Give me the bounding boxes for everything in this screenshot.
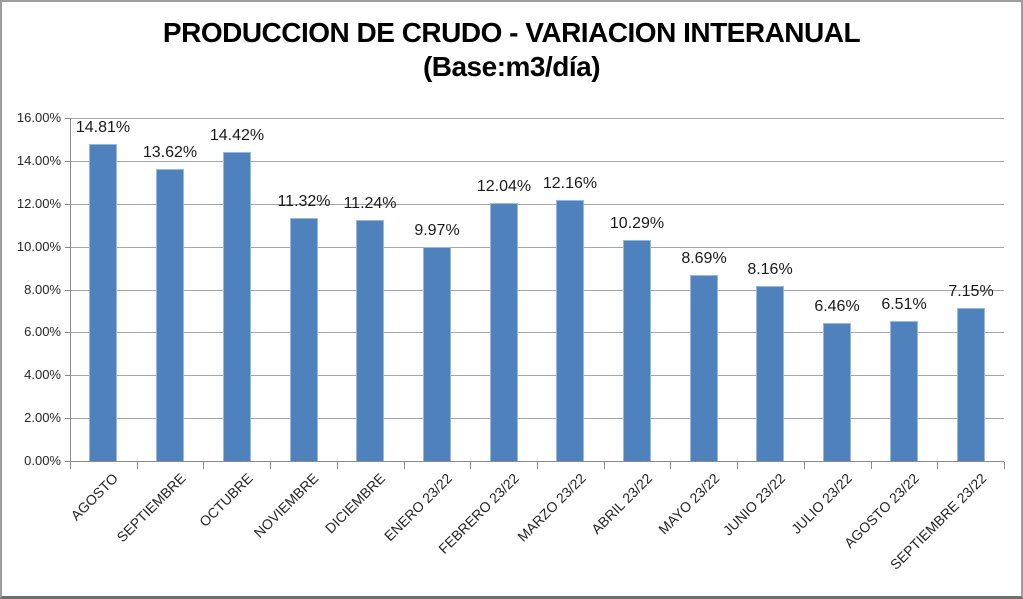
y-axis-tick bbox=[65, 161, 70, 162]
y-axis-label: 6.00% bbox=[24, 324, 61, 339]
y-axis-label: 14.00% bbox=[16, 153, 61, 168]
x-axis-tick bbox=[203, 462, 204, 469]
y-axis-tick bbox=[65, 461, 70, 462]
y-axis-tick bbox=[65, 204, 70, 205]
bar bbox=[490, 203, 518, 461]
chart-title-line2: (Base:m3/día) bbox=[422, 51, 601, 82]
x-axis-tick bbox=[871, 462, 872, 469]
y-axis-label: 2.00% bbox=[24, 410, 61, 425]
y-axis-label: 8.00% bbox=[24, 282, 61, 297]
y-axis-tick bbox=[65, 375, 70, 376]
bar bbox=[556, 200, 584, 461]
x-axis-category-label: ABRIL 23/22 bbox=[588, 470, 656, 538]
y-axis-label: 0.00% bbox=[24, 453, 61, 468]
x-axis-tick bbox=[470, 462, 471, 469]
x-axis-tick bbox=[737, 462, 738, 469]
y-axis-tick bbox=[65, 418, 70, 419]
bar bbox=[823, 323, 851, 461]
bar-data-label: 7.15% bbox=[948, 283, 994, 300]
x-axis-tick bbox=[270, 462, 271, 469]
gridline bbox=[70, 204, 1004, 205]
x-axis-line bbox=[70, 461, 1004, 462]
y-axis-tick bbox=[65, 290, 70, 291]
x-axis-tick bbox=[670, 462, 671, 469]
y-axis-label: 4.00% bbox=[24, 367, 61, 382]
x-axis-tick bbox=[337, 462, 338, 469]
bar bbox=[756, 286, 784, 461]
bar bbox=[890, 321, 918, 461]
bar bbox=[423, 247, 451, 461]
y-axis-line bbox=[70, 118, 71, 462]
bar-data-label: 14.81% bbox=[75, 119, 131, 136]
x-axis-category-label: NOVIEMBRE bbox=[250, 470, 322, 541]
bar-data-label: 12.16% bbox=[542, 175, 598, 192]
x-axis-category-label: AGOSTO bbox=[67, 470, 122, 524]
bar bbox=[89, 144, 117, 461]
x-axis-tick bbox=[70, 462, 71, 469]
x-axis-category-label: JUNIO 23/22 bbox=[719, 470, 789, 539]
bar-data-label: 10.29% bbox=[609, 215, 665, 232]
gridline bbox=[70, 375, 1004, 376]
bar-data-label: 12.04% bbox=[476, 178, 532, 195]
x-axis-category-label: JULIO 23/22 bbox=[788, 470, 856, 537]
y-axis-label: 10.00% bbox=[16, 239, 61, 254]
x-axis-tick bbox=[937, 462, 938, 469]
y-axis-label: 16.00% bbox=[16, 110, 61, 125]
chart-title-line1: PRODUCCION DE CRUDO - VARIACION INTERANU… bbox=[162, 17, 861, 48]
y-axis-tick bbox=[65, 332, 70, 333]
chart-title: PRODUCCION DE CRUDO - VARIACION INTERANU… bbox=[2, 16, 1021, 84]
gridline bbox=[70, 118, 1004, 119]
x-axis-category-label: SEPTIEMBRE bbox=[113, 470, 189, 546]
x-axis-category-label: OCTUBRE bbox=[195, 470, 256, 530]
bar-data-label: 8.69% bbox=[681, 250, 727, 267]
x-axis-tick bbox=[1004, 462, 1005, 469]
y-axis-tick bbox=[65, 118, 70, 119]
x-axis-category-label: MARZO 23/22 bbox=[513, 470, 589, 545]
gridline bbox=[70, 418, 1004, 419]
gridline bbox=[70, 161, 1004, 162]
bar-data-label: 8.16% bbox=[747, 261, 793, 278]
y-axis-label: 12.00% bbox=[16, 196, 61, 211]
bar-data-label: 6.51% bbox=[881, 296, 927, 313]
gridline bbox=[70, 290, 1004, 291]
bar-data-label: 11.24% bbox=[343, 195, 397, 212]
bar bbox=[690, 275, 718, 461]
x-axis-tick bbox=[804, 462, 805, 469]
x-axis-tick bbox=[137, 462, 138, 469]
bar bbox=[356, 220, 384, 461]
x-axis-tick bbox=[537, 462, 538, 469]
bar bbox=[223, 152, 251, 461]
x-axis-category-label: DICIEMBRE bbox=[321, 470, 389, 537]
x-axis-category-label: ENERO 23/22 bbox=[381, 470, 456, 545]
bar-data-label: 9.97% bbox=[414, 222, 460, 239]
bar-data-label: 11.32% bbox=[277, 193, 331, 210]
bar-data-label: 6.46% bbox=[814, 298, 860, 315]
bar bbox=[290, 218, 318, 461]
y-axis-tick bbox=[65, 247, 70, 248]
gridline bbox=[70, 247, 1004, 248]
x-axis-tick bbox=[404, 462, 405, 469]
bar-data-label: 14.42% bbox=[209, 127, 265, 144]
gridline bbox=[70, 332, 1004, 333]
bar-data-label: 13.62% bbox=[142, 144, 198, 161]
bar bbox=[623, 240, 651, 461]
bar bbox=[957, 308, 985, 461]
x-axis-category-label: MAYO 23/22 bbox=[655, 470, 723, 538]
x-axis-tick bbox=[604, 462, 605, 469]
bar bbox=[156, 169, 184, 461]
